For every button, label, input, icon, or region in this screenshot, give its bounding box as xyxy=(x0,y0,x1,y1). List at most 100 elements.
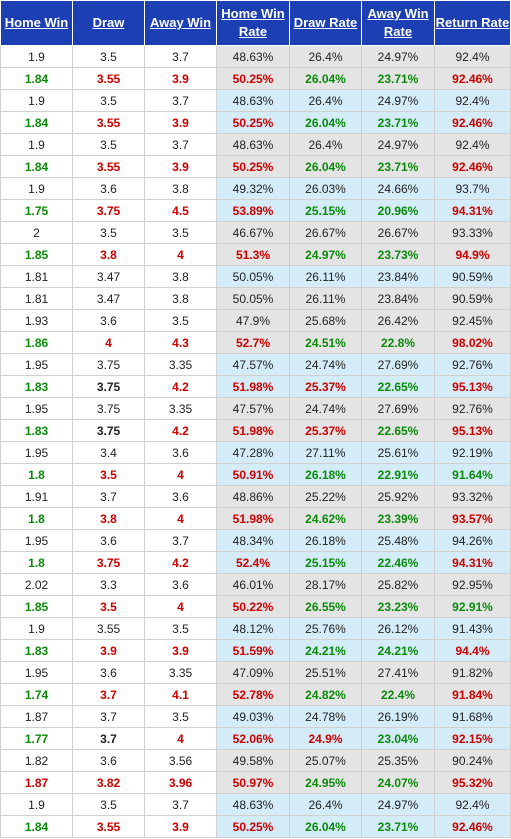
home-win-rate-cell: 47.57% xyxy=(216,397,290,420)
home-win-odds-cell: 1.9 xyxy=(0,177,73,200)
draw-odds-cell: 3.4 xyxy=(72,441,145,464)
away-win-rate-cell: 24.97% xyxy=(361,793,435,816)
home-win-odds-cell: 2.02 xyxy=(0,573,73,596)
away-win-rate-cell: 26.12% xyxy=(361,617,435,640)
home-win-rate-cell: 52.06% xyxy=(216,727,290,750)
home-win-rate-cell: 50.97% xyxy=(216,771,290,794)
away-win-rate-cell: 24.21% xyxy=(361,639,435,662)
table-row: 1.8 3.8 4 51.98% 24.62% 23.39% 93.57% xyxy=(0,507,511,530)
home-win-odds-cell: 1.85 xyxy=(0,595,73,618)
draw-odds-cell: 3.7 xyxy=(72,683,145,706)
draw-odds-cell: 3.6 xyxy=(72,309,145,332)
away-win-rate-cell: 22.4% xyxy=(361,683,435,706)
home-win-rate-cell: 51.59% xyxy=(216,639,290,662)
away-win-rate-cell: 24.66% xyxy=(361,177,435,200)
draw-rate-cell: 25.68% xyxy=(289,309,362,332)
return-rate-cell: 92.95% xyxy=(434,573,511,596)
table-row: 1.8 3.75 4.2 52.4% 25.15% 22.46% 94.31% xyxy=(0,551,511,574)
away-win-odds-cell: 3.8 xyxy=(144,287,217,310)
away-win-odds-cell: 3.9 xyxy=(144,639,217,662)
draw-rate-cell: 26.11% xyxy=(289,265,362,288)
header-away-win[interactable]: Away Win xyxy=(144,0,217,46)
return-rate-cell: 92.15% xyxy=(434,727,511,750)
home-win-odds-cell: 1.95 xyxy=(0,661,73,684)
home-win-rate-cell: 50.05% xyxy=(216,287,290,310)
table-row: 1.84 3.55 3.9 50.25% 26.04% 23.71% 92.46% xyxy=(0,67,511,90)
header-home-win[interactable]: Home Win xyxy=(0,0,73,46)
away-win-odds-cell: 4 xyxy=(144,463,217,486)
return-rate-cell: 93.33% xyxy=(434,221,511,244)
draw-rate-cell: 24.82% xyxy=(289,683,362,706)
return-rate-cell: 92.76% xyxy=(434,353,511,376)
return-rate-cell: 98.02% xyxy=(434,331,511,354)
table-row: 1.75 3.75 4.5 53.89% 25.15% 20.96% 94.31% xyxy=(0,199,511,222)
return-rate-cell: 94.31% xyxy=(434,199,511,222)
draw-odds-cell: 3.5 xyxy=(72,221,145,244)
table-row: 1.86 4 4.3 52.7% 24.51% 22.8% 98.02% xyxy=(0,331,511,354)
home-win-odds-cell: 1.86 xyxy=(0,331,73,354)
header-home-win-rate[interactable]: Home Win Rate xyxy=(216,0,290,46)
home-win-odds-cell: 1.74 xyxy=(0,683,73,706)
return-rate-cell: 92.76% xyxy=(434,397,511,420)
draw-rate-cell: 26.67% xyxy=(289,221,362,244)
home-win-rate-cell: 50.25% xyxy=(216,155,290,178)
return-rate-cell: 92.91% xyxy=(434,595,511,618)
table-row: 1.9 3.6 3.8 49.32% 26.03% 24.66% 93.7% xyxy=(0,177,511,200)
home-win-odds-cell: 1.87 xyxy=(0,771,73,794)
home-win-rate-cell: 50.91% xyxy=(216,463,290,486)
away-win-rate-cell: 23.39% xyxy=(361,507,435,530)
draw-odds-cell: 3.7 xyxy=(72,705,145,728)
return-rate-cell: 94.26% xyxy=(434,529,511,552)
draw-odds-cell: 3.55 xyxy=(72,111,145,134)
draw-rate-cell: 26.55% xyxy=(289,595,362,618)
header-draw-rate[interactable]: Draw Rate xyxy=(289,0,362,46)
home-win-rate-cell: 48.12% xyxy=(216,617,290,640)
draw-rate-cell: 24.78% xyxy=(289,705,362,728)
draw-rate-cell: 26.4% xyxy=(289,45,362,68)
home-win-rate-cell: 53.89% xyxy=(216,199,290,222)
away-win-rate-cell: 27.69% xyxy=(361,397,435,420)
header-draw[interactable]: Draw xyxy=(72,0,145,46)
header-row: Home Win Draw Away Win Home Win Rate Dra… xyxy=(0,0,511,46)
home-win-rate-cell: 52.4% xyxy=(216,551,290,574)
table-row: 2.02 3.3 3.6 46.01% 28.17% 25.82% 92.95% xyxy=(0,573,511,596)
home-win-rate-cell: 47.28% xyxy=(216,441,290,464)
return-rate-cell: 90.59% xyxy=(434,287,511,310)
home-win-rate-cell: 52.78% xyxy=(216,683,290,706)
draw-rate-cell: 26.18% xyxy=(289,529,362,552)
draw-rate-cell: 25.37% xyxy=(289,419,362,442)
draw-rate-cell: 24.21% xyxy=(289,639,362,662)
away-win-odds-cell: 3.35 xyxy=(144,661,217,684)
table-row: 1.93 3.6 3.5 47.9% 25.68% 26.42% 92.45% xyxy=(0,309,511,332)
home-win-rate-cell: 50.22% xyxy=(216,595,290,618)
home-win-rate-cell: 47.9% xyxy=(216,309,290,332)
away-win-rate-cell: 24.97% xyxy=(361,89,435,112)
table-row: 1.95 3.75 3.35 47.57% 24.74% 27.69% 92.76% xyxy=(0,397,511,420)
draw-odds-cell: 3.5 xyxy=(72,463,145,486)
draw-odds-cell: 3.7 xyxy=(72,727,145,750)
table-row: 1.95 3.75 3.35 47.57% 24.74% 27.69% 92.76% xyxy=(0,353,511,376)
header-away-win-rate[interactable]: Away Win Rate xyxy=(361,0,435,46)
away-win-odds-cell: 3.6 xyxy=(144,441,217,464)
away-win-rate-cell: 23.71% xyxy=(361,67,435,90)
draw-rate-cell: 26.4% xyxy=(289,133,362,156)
home-win-rate-cell: 50.05% xyxy=(216,265,290,288)
return-rate-cell: 91.64% xyxy=(434,463,511,486)
home-win-odds-cell: 1.93 xyxy=(0,309,73,332)
home-win-odds-cell: 1.8 xyxy=(0,507,73,530)
table-row: 1.83 3.75 4.2 51.98% 25.37% 22.65% 95.13% xyxy=(0,419,511,442)
home-win-odds-cell: 1.77 xyxy=(0,727,73,750)
away-win-odds-cell: 4.1 xyxy=(144,683,217,706)
home-win-rate-cell: 51.98% xyxy=(216,507,290,530)
away-win-odds-cell: 3.5 xyxy=(144,221,217,244)
table-row: 1.85 3.5 4 50.22% 26.55% 23.23% 92.91% xyxy=(0,595,511,618)
draw-rate-cell: 25.07% xyxy=(289,749,362,772)
table-row: 1.81 3.47 3.8 50.05% 26.11% 23.84% 90.59% xyxy=(0,287,511,310)
away-win-odds-cell: 4.2 xyxy=(144,419,217,442)
away-win-rate-cell: 24.07% xyxy=(361,771,435,794)
return-rate-cell: 95.13% xyxy=(434,419,511,442)
home-win-odds-cell: 1.83 xyxy=(0,639,73,662)
away-win-odds-cell: 3.6 xyxy=(144,573,217,596)
header-return-rate[interactable]: Return Rate xyxy=(434,0,511,46)
draw-odds-cell: 3.82 xyxy=(72,771,145,794)
